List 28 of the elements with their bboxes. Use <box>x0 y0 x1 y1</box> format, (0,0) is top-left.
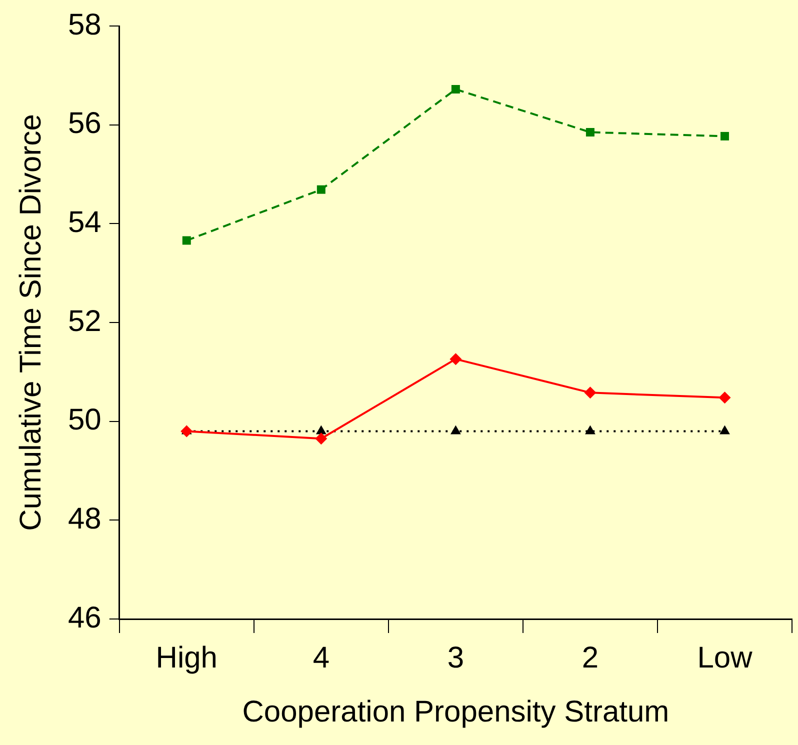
point <box>316 185 326 194</box>
point <box>451 85 460 94</box>
point <box>720 425 730 434</box>
point <box>718 392 731 404</box>
x-axis-title: Cooperation Propensity Stratum <box>242 695 670 728</box>
point <box>182 236 191 245</box>
point <box>180 425 193 438</box>
x-tick-label: 4 <box>312 641 330 674</box>
x-tick-label: 3 <box>447 641 464 674</box>
point <box>450 425 461 434</box>
y-tick-label: 58 <box>68 8 102 42</box>
x-tick-label: High <box>156 641 218 674</box>
y-tick-label: 50 <box>68 404 102 437</box>
y-tick-label: 46 <box>68 601 102 634</box>
y-tick-label: 48 <box>68 502 102 536</box>
point <box>584 386 596 399</box>
y-tick-label: 52 <box>68 304 102 338</box>
x-tick-label: 2 <box>582 641 599 674</box>
y-axis-title: Cumulative Time Since Divorce <box>14 114 48 531</box>
y-tick-label: 54 <box>68 206 102 239</box>
point <box>586 128 594 136</box>
y-tick-label: 56 <box>68 107 102 140</box>
point <box>720 132 729 140</box>
point <box>316 425 326 434</box>
point <box>315 432 328 445</box>
point <box>585 425 596 434</box>
x-tick-label: Low <box>697 641 753 674</box>
point <box>450 353 462 366</box>
